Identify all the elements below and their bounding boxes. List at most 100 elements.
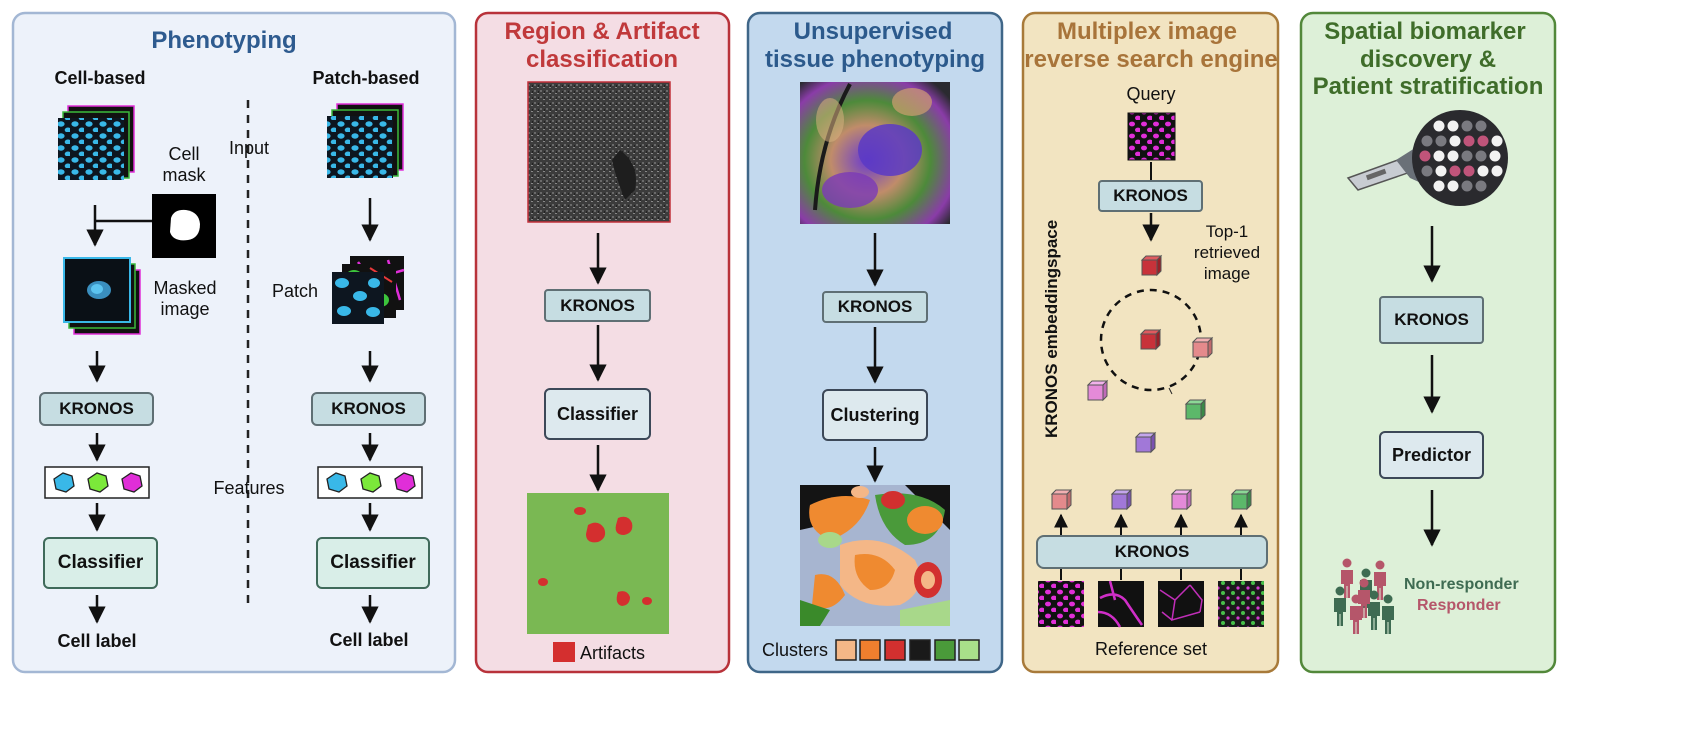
patch-input-stack	[327, 103, 404, 178]
tissue-grayscale-image	[527, 81, 671, 223]
panel-title-search-line2: reverse search engine	[1024, 46, 1278, 73]
embedding-space-axis-label: KRONOS embeddingspace	[1042, 219, 1061, 438]
microarray-core	[1461, 120, 1473, 132]
upward-arrows	[1054, 513, 1248, 535]
person-body	[1350, 606, 1362, 634]
microarray-core	[1433, 150, 1445, 162]
feature-hexagons-patch	[326, 472, 416, 493]
microarray-core	[1419, 150, 1431, 162]
person-body	[1382, 606, 1394, 634]
masked-image-stack	[63, 257, 141, 335]
patch-label: Patch	[271, 281, 319, 301]
patch-stack	[332, 256, 405, 324]
kronos-box-cell: KRONOS	[39, 392, 154, 426]
kronos-box-reference: KRONOS	[1036, 535, 1268, 569]
panel-title-phenotyping: Phenotyping	[151, 27, 297, 54]
kronos-box-region: KRONOS	[544, 289, 651, 322]
microarray-core	[1463, 165, 1475, 177]
cell-label-output-patch: Cell label	[329, 630, 409, 650]
microarray-core	[1463, 135, 1475, 147]
person-head	[1342, 558, 1352, 568]
cell-based-heading: Cell-based	[54, 68, 146, 88]
panel-title-biomarker-line2: discovery &	[1359, 46, 1497, 73]
cell-label-output-cell: Cell label	[57, 631, 137, 651]
microarray-core	[1447, 150, 1459, 162]
top1-label-line1: Top-1	[1205, 222, 1249, 241]
person-head	[1335, 586, 1345, 596]
classifier-box-patch: Classifier	[316, 537, 430, 589]
panel-title-biomarker-line1: Spatial biomarker	[1324, 18, 1526, 45]
kronos-box-query: KRONOS	[1098, 180, 1203, 212]
artifact-legend-swatch	[553, 642, 575, 662]
person-body	[1368, 602, 1380, 630]
microarray-core	[1421, 135, 1433, 147]
responder-label: Responder	[1417, 597, 1501, 614]
microarray-core	[1461, 150, 1473, 162]
input-label: Input	[228, 138, 270, 158]
artifacts-legend-label: Artifacts	[580, 643, 646, 663]
microarray-core	[1433, 180, 1445, 192]
microarray-core	[1449, 135, 1461, 147]
microarray-core	[1435, 135, 1447, 147]
clustering-box: Clustering	[822, 389, 928, 441]
query-image	[1127, 112, 1176, 161]
patch-based-heading: Patch-based	[312, 68, 420, 88]
top1-label-line2: retrieved	[1193, 243, 1261, 262]
panel-title-region-line1: Region & Artifact	[504, 18, 700, 45]
microarray-core	[1435, 165, 1447, 177]
microarray-core	[1461, 180, 1473, 192]
predictor-box: Predictor	[1379, 431, 1484, 479]
panel-title-search-line1: Multiplex image	[1056, 18, 1238, 45]
kronos-box-patch: KRONOS	[311, 392, 426, 426]
panel-title-unsupervised-line2: tissue phenotyping	[764, 46, 986, 73]
tissue-dark-region	[612, 150, 636, 200]
artifact-map	[527, 493, 669, 634]
panel-title-region-line2: classification	[525, 46, 679, 73]
microarray-core	[1475, 180, 1487, 192]
classifier-box-region: Classifier	[544, 388, 651, 440]
feature-hexagons-cell	[53, 472, 143, 493]
patient-group-icon	[1334, 558, 1394, 634]
microarray-dots	[1419, 120, 1503, 192]
person-head	[1369, 590, 1379, 600]
query-label: Query	[1126, 84, 1176, 104]
reference-set-label: Reference set	[1094, 639, 1208, 659]
person-head	[1359, 578, 1369, 588]
microarray-core	[1477, 165, 1489, 177]
person-body	[1334, 598, 1346, 626]
microarray-core	[1433, 120, 1445, 132]
microarray-core	[1447, 120, 1459, 132]
cluster-legend-swatches	[835, 639, 980, 661]
microarray-core	[1477, 135, 1489, 147]
reference-connectors	[1060, 569, 1242, 580]
microarray-core	[1447, 180, 1459, 192]
kronos-box-biomarker: KRONOS	[1379, 296, 1484, 344]
masked-image-label-line2: image	[160, 299, 210, 319]
tick-mark	[1168, 387, 1173, 395]
microarray-core	[1475, 150, 1487, 162]
features-label: Features	[213, 478, 285, 498]
microarray-core	[1449, 165, 1461, 177]
microarray-core	[1489, 150, 1501, 162]
panel-title-biomarker-line3: Patient stratification	[1312, 73, 1544, 100]
person-head	[1383, 594, 1393, 604]
classifier-box-cell: Classifier	[43, 537, 158, 589]
microarray-core	[1421, 165, 1433, 177]
microarray-core	[1475, 120, 1487, 132]
embedding-cubes	[1050, 254, 1253, 511]
non-responder-label: Non-responder	[1404, 576, 1519, 593]
multiplex-tissue-detail	[813, 83, 932, 211]
cell-mask-label-line1: Cell	[168, 144, 200, 164]
artifact-blobs	[538, 507, 652, 606]
microarray-core	[1491, 135, 1503, 147]
cluster-map	[800, 485, 950, 626]
top1-label-line3: image	[1203, 264, 1251, 283]
person-head	[1361, 568, 1371, 578]
cell-mask-label-line2: mask	[162, 165, 206, 185]
clusters-legend-label: Clusters	[762, 640, 829, 660]
cell-mask-shape	[170, 209, 200, 241]
masked-image-label-line1: Masked	[153, 278, 217, 298]
person-head	[1375, 560, 1385, 570]
